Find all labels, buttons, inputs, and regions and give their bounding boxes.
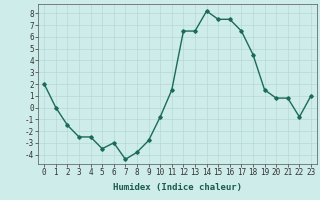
X-axis label: Humidex (Indice chaleur): Humidex (Indice chaleur) xyxy=(113,183,242,192)
